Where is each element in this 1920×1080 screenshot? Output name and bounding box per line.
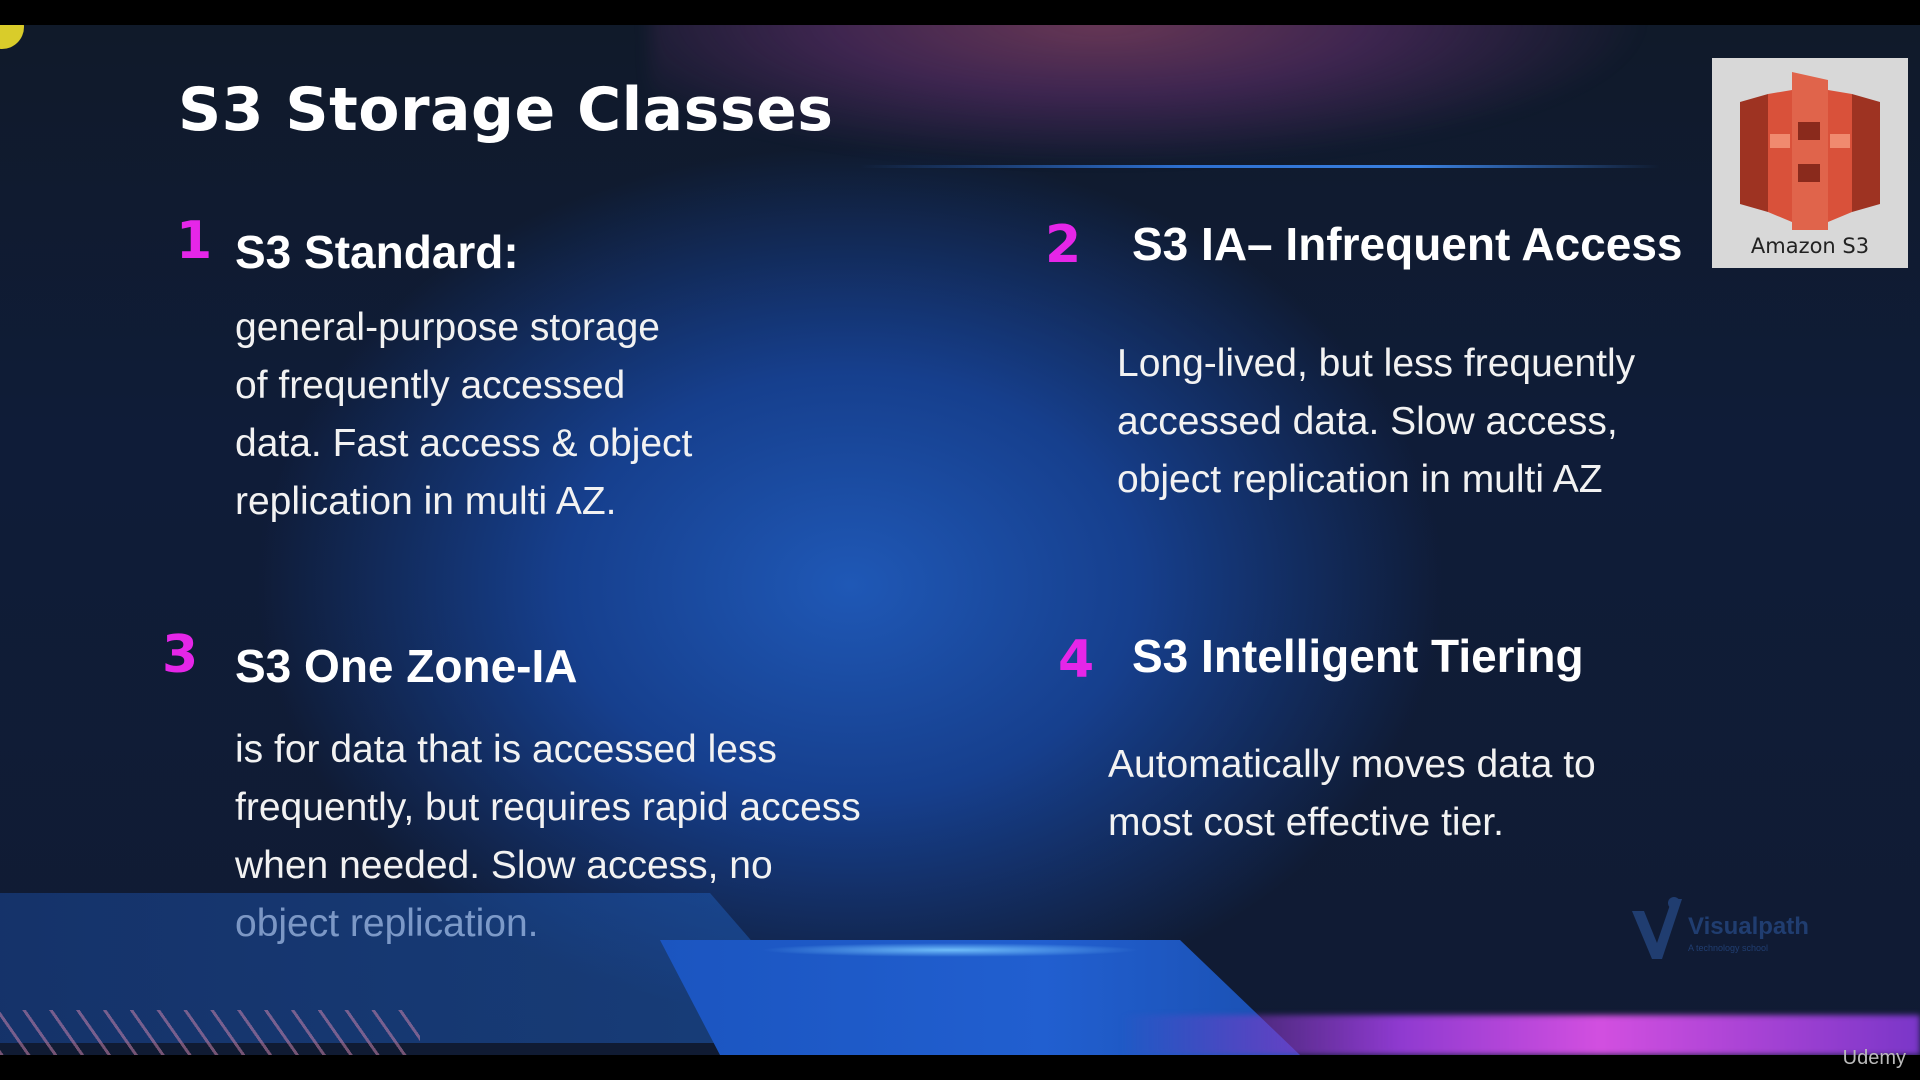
card-number-3: 3: [162, 625, 199, 685]
slide-title: S3 Storage Classes: [178, 75, 834, 145]
body-line: of frequently accessed: [235, 364, 626, 407]
decorative-hatch: [0, 1010, 420, 1055]
amazon-s3-bucket-icon: [1740, 72, 1880, 230]
watermark-name: Visualpath: [1688, 913, 1809, 940]
body-line: Long-lived, but less frequently: [1117, 342, 1636, 385]
decorative-glow: [760, 943, 1140, 957]
card-number-4: 4: [1058, 630, 1095, 690]
body-line: Automatically moves data to: [1108, 743, 1596, 786]
body-line: accessed data. Slow access,: [1117, 400, 1618, 443]
card-body-s3-ia: Long-lived, but less frequently accessed…: [1117, 335, 1635, 509]
card-body-s3-standard: general-purpose storage of frequently ac…: [235, 299, 692, 531]
body-line: frequently, but requires rapid access: [235, 786, 861, 829]
body-line: most cost effective tier.: [1108, 801, 1504, 844]
udemy-watermark: Udemy: [1842, 1047, 1906, 1069]
visualpath-watermark: Visualpath A technology school: [1630, 893, 1830, 973]
corner-dot: [0, 25, 24, 49]
amazon-s3-logo: Amazon S3: [1712, 58, 1908, 268]
watermark-tagline: A technology school: [1688, 943, 1769, 953]
body-line: replication in multi AZ.: [235, 480, 617, 523]
card-body-s3-intelligent-tiering: Automatically moves data to most cost ef…: [1108, 736, 1596, 852]
title-divider: [860, 165, 1660, 168]
card-heading-s3-ia: S3 IA– Infrequent Access: [1132, 218, 1683, 270]
card-heading-s3-standard: S3 Standard:: [235, 226, 519, 278]
visualpath-logo-icon: [1632, 897, 1682, 959]
logo-label: Amazon S3: [1750, 234, 1870, 258]
card-number-2: 2: [1045, 215, 1082, 275]
body-line: data. Fast access & object: [235, 422, 693, 465]
card-number-1: 1: [176, 211, 213, 271]
card-heading-s3-one-zone-ia: S3 One Zone-IA: [235, 640, 578, 692]
body-line: general-purpose storage: [235, 306, 660, 349]
body-line: is for data that is accessed less: [235, 728, 777, 771]
body-line: when needed. Slow access, no: [235, 844, 773, 887]
background-glow: [650, 25, 1650, 165]
body-line: object replication in multi AZ: [1117, 458, 1603, 501]
card-heading-s3-intelligent-tiering: S3 Intelligent Tiering: [1132, 630, 1584, 682]
decorative-band: [1120, 1015, 1920, 1055]
slide: S3 Storage Classes Amazon S3 1 S3 Standa…: [0, 25, 1920, 1055]
